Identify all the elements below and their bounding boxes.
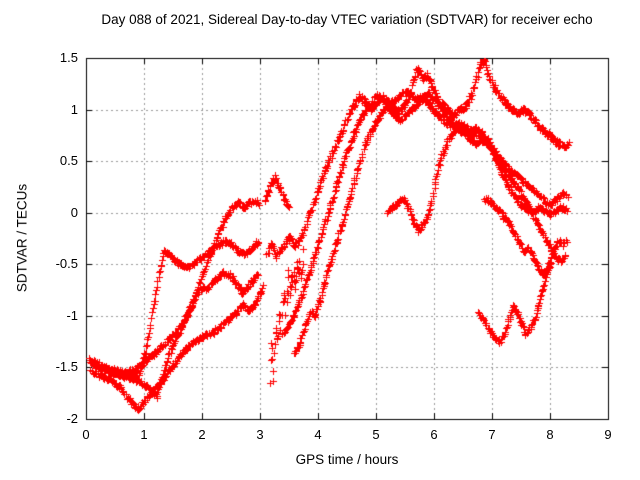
chart-title: Day 088 of 2021, Sidereal Day-to-day VTE…: [101, 12, 593, 27]
y-tick-label: -1.5: [55, 359, 78, 375]
x-tick-label: 5: [372, 427, 380, 442]
x-tick-label: 9: [604, 427, 612, 442]
x-tick-label: 7: [488, 427, 496, 442]
y-tick-label: -2: [66, 411, 78, 426]
y-tick-label: 1.5: [59, 50, 78, 65]
x-tick-label: 3: [256, 427, 264, 442]
x-tick-label: 0: [82, 427, 90, 442]
y-tick-label: -0.5: [55, 256, 78, 272]
x-tick-label: 6: [430, 427, 438, 442]
y-tick-label: -1: [66, 307, 78, 323]
y-tick-label: 1: [70, 101, 78, 117]
y-axis-label: SDTVAR / TECUs: [14, 183, 30, 293]
y-tick-label: 0.5: [59, 153, 78, 169]
x-tick-label: 1: [140, 427, 148, 442]
x-tick-label: 8: [546, 427, 554, 442]
x-tick-label: 4: [314, 427, 322, 442]
x-axis-label: GPS time / hours: [295, 452, 399, 467]
x-tick-label: 2: [198, 427, 206, 442]
y-tick-label: 0: [70, 204, 78, 220]
